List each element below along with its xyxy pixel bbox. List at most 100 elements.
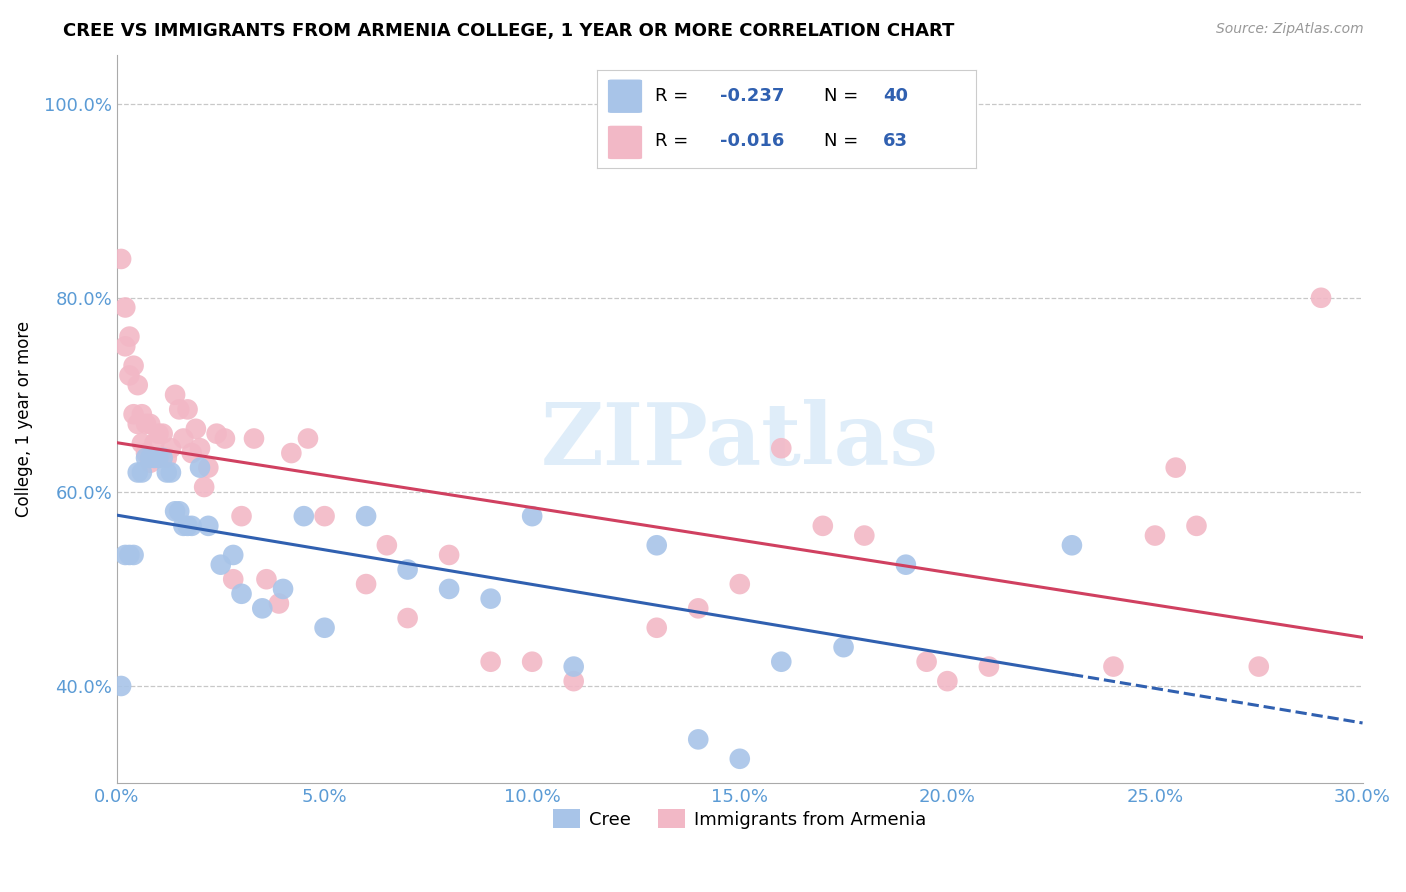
Y-axis label: College, 1 year or more: College, 1 year or more (15, 321, 32, 517)
Point (188, 460, 211, 475)
Point (1143, 528, 1166, 542)
Point (354, 509, 377, 524)
Point (520, 509, 543, 524)
Point (1164, 460, 1187, 475)
Point (297, 432, 319, 446)
Point (114, 301, 136, 315)
Text: CREE VS IMMIGRANTS FROM ARMENIA COLLEGE, 1 YEAR OR MORE CORRELATION CHART: CREE VS IMMIGRANTS FROM ARMENIA COLLEGE,… (63, 22, 955, 40)
Point (728, 577, 751, 591)
Point (176, 402, 198, 417)
Point (645, 621, 668, 635)
Point (1247, 659, 1270, 673)
Point (193, 480, 215, 494)
Point (172, 519, 194, 533)
Text: ZIPatlas: ZIPatlas (541, 399, 939, 483)
Point (770, 441, 793, 455)
Point (375, 538, 398, 552)
Point (135, 417, 157, 431)
Point (256, 572, 278, 586)
Point (176, 519, 198, 533)
Point (139, 417, 162, 431)
Point (280, 446, 302, 460)
Point (479, 591, 502, 606)
Point (160, 466, 183, 480)
Point (252, 601, 274, 615)
Point (562, 674, 585, 689)
Point (267, 597, 290, 611)
Point (152, 426, 174, 441)
Point (114, 548, 136, 562)
Point (728, 752, 751, 766)
Point (180, 446, 202, 460)
Point (148, 450, 170, 465)
Point (127, 417, 149, 431)
Point (139, 450, 162, 465)
Point (184, 422, 207, 436)
Point (1060, 538, 1083, 552)
Point (520, 655, 543, 669)
Point (118, 548, 141, 562)
Point (188, 441, 211, 455)
Point (231, 587, 253, 601)
Point (156, 466, 179, 480)
Point (222, 548, 245, 562)
Point (122, 548, 145, 562)
Point (314, 509, 336, 524)
Point (197, 519, 219, 533)
Point (209, 558, 232, 572)
Point (135, 450, 157, 465)
Point (437, 582, 460, 596)
Point (688, 732, 710, 747)
Point (110, 252, 132, 266)
Point (688, 601, 710, 615)
Point (180, 519, 202, 533)
Point (131, 466, 153, 480)
Point (139, 456, 162, 470)
Point (205, 426, 228, 441)
Legend: Cree, Immigrants from Armenia: Cree, Immigrants from Armenia (546, 802, 934, 836)
Point (853, 528, 876, 542)
Point (222, 572, 245, 586)
Point (165, 504, 187, 518)
Point (167, 402, 190, 417)
Point (114, 339, 136, 353)
Point (131, 436, 153, 450)
Point (122, 359, 145, 373)
Point (354, 577, 377, 591)
Point (770, 655, 793, 669)
Text: Source: ZipAtlas.com: Source: ZipAtlas.com (1216, 22, 1364, 37)
Point (135, 446, 157, 460)
Point (936, 674, 959, 689)
Point (894, 558, 917, 572)
Point (314, 621, 336, 635)
Point (832, 640, 855, 655)
Point (148, 450, 170, 465)
Point (148, 426, 170, 441)
Point (292, 509, 315, 524)
Point (152, 450, 174, 465)
Point (118, 329, 141, 343)
Point (131, 407, 153, 421)
Point (122, 407, 145, 421)
Point (110, 679, 132, 693)
Point (127, 466, 149, 480)
Point (271, 582, 294, 596)
Point (127, 378, 149, 392)
Point (479, 655, 502, 669)
Point (977, 659, 1000, 673)
Point (118, 368, 141, 383)
Point (1102, 659, 1125, 673)
Point (160, 441, 183, 455)
Point (214, 432, 236, 446)
Point (197, 460, 219, 475)
Point (396, 562, 419, 576)
Point (243, 432, 266, 446)
Point (396, 611, 419, 625)
Point (437, 548, 460, 562)
Point (231, 509, 253, 524)
Point (915, 655, 938, 669)
Point (143, 450, 166, 465)
Point (645, 538, 668, 552)
Point (1310, 291, 1333, 305)
Point (167, 504, 190, 518)
